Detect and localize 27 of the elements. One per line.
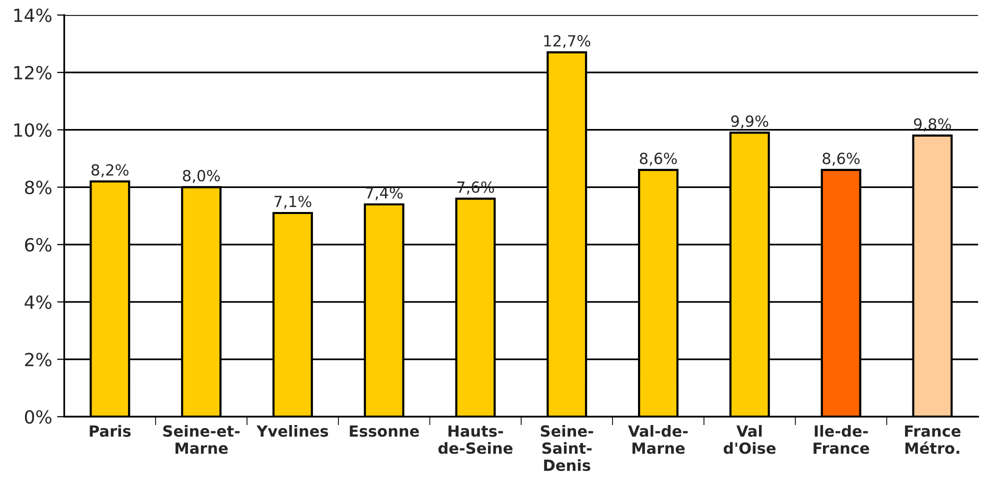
- x-tick-label: Ile-de- France: [814, 424, 870, 454]
- x-tick-label: Hauts- de-Seine: [438, 425, 512, 454]
- data-label: 9,9%: [731, 115, 768, 128]
- data-label: 8,2%: [92, 164, 128, 178]
- x-tick-label: Seine-et- Marne: [163, 424, 240, 454]
- y-tick-label: 12%: [14, 66, 52, 80]
- x-tick-label: France Métro.: [905, 425, 960, 454]
- y-tick-label: 6%: [25, 238, 52, 252]
- x-tick-label: Val d'Oise: [724, 424, 776, 454]
- x-tick-label: Essonne: [350, 425, 419, 437]
- y-tick-label: 0%: [24, 410, 52, 424]
- x-tick-label: Val-de- Marne: [628, 424, 688, 454]
- y-tick-label: 14%: [14, 8, 52, 22]
- y-tick-label: 10%: [14, 123, 52, 137]
- data-label: 8,6%: [640, 152, 677, 166]
- data-label: 8,6%: [822, 152, 860, 166]
- data-label: 8,0%: [182, 170, 220, 183]
- data-label: 12,7%: [544, 35, 590, 48]
- data-label: 7,1%: [274, 196, 312, 209]
- x-tick-label: Yvelines: [256, 424, 328, 437]
- x-tick-label: Paris: [90, 424, 131, 437]
- x-tick-label: Seine- Saint- Denis: [540, 424, 594, 472]
- data-label: 7,4%: [366, 187, 403, 200]
- y-tick-label: 4%: [24, 295, 52, 310]
- y-tick-label: 8%: [24, 180, 52, 194]
- y-tick-label: 2%: [25, 352, 52, 366]
- data-label: 9,8%: [914, 118, 951, 132]
